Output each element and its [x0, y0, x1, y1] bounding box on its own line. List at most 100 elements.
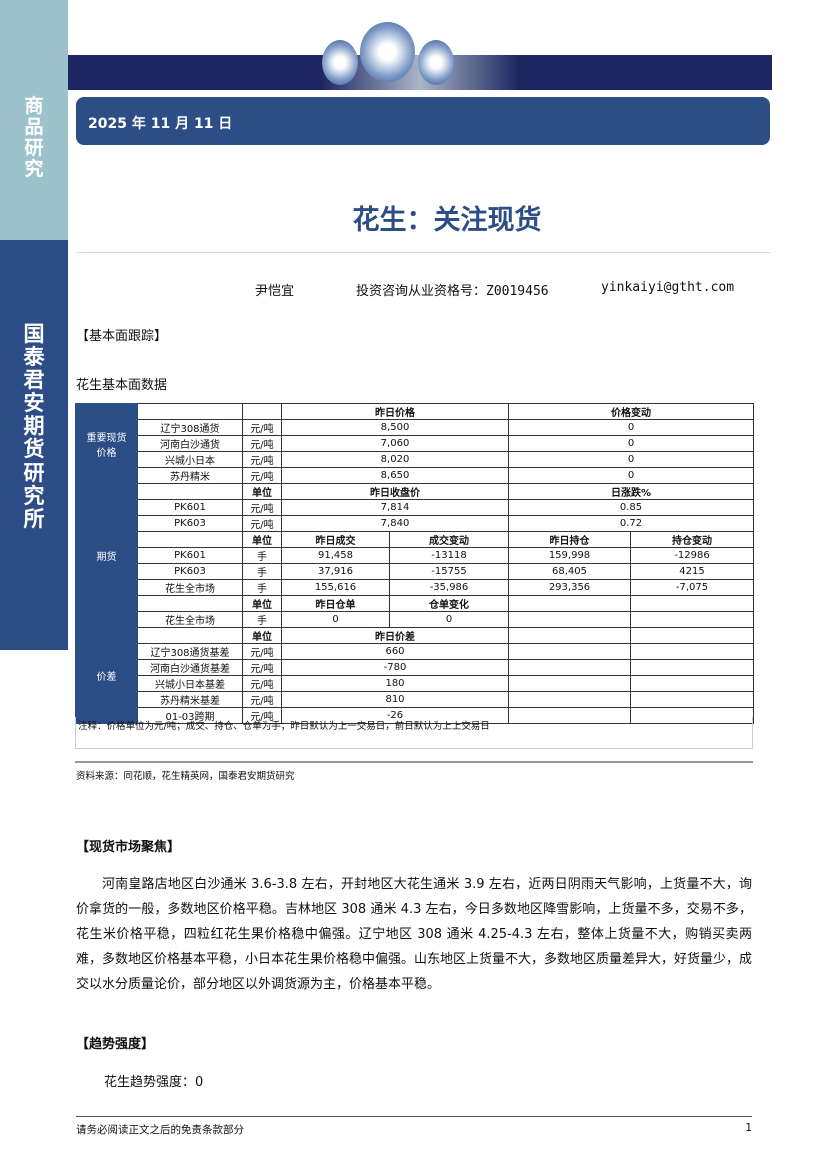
table-cell: 159,998 [508, 547, 631, 564]
table-cell [508, 643, 631, 660]
table-cell: 810 [281, 691, 509, 708]
table-cell: 元/吨 [242, 435, 282, 452]
table-cell: 68,405 [508, 563, 631, 580]
table-cell: 元/吨 [242, 451, 282, 468]
table-cell: 0.85 [508, 499, 754, 516]
table-header-cell: 单位 [242, 595, 282, 612]
table-cell: 7,814 [281, 499, 509, 516]
table-cell: 辽宁308通货 [137, 419, 243, 436]
table-cell: 元/吨 [242, 499, 282, 516]
table-cell [630, 691, 754, 708]
table-row: 花生全市场手 0 0 [76, 611, 754, 628]
sidebar-char: 研 [23, 459, 45, 485]
table-row: 兴城小日本 元/吨 8,020 0 [76, 451, 754, 468]
table-row: PK603 元/吨 7,840 0.72 [76, 515, 754, 532]
fundamentals-table: 重要现货价格 昨日价格 价格变动 辽宁308通货 元/吨 8,500 0 河南白沙通货 元/吨 7… [75, 403, 754, 724]
table-header-cell: 昨日持仓 [508, 531, 631, 548]
table-cell: 花生全市场 [137, 579, 243, 596]
sidebar-char: 究 [24, 157, 44, 180]
table-cell [630, 659, 754, 676]
table-cell: -13118 [389, 547, 509, 564]
table-cell [630, 707, 754, 724]
table-row: 辽宁308通货 元/吨 8,500 0 [76, 419, 754, 436]
table-cell: 91,458 [281, 547, 390, 564]
sidebar-char: 品 [24, 115, 44, 138]
table-cell: -35,986 [389, 579, 509, 596]
table-row: 01-03跨期 元/吨 -26 [76, 707, 754, 724]
table-header-cell: 仓单变化 [389, 595, 509, 612]
table-cell: 293,356 [508, 579, 631, 596]
table-cell: 元/吨 [242, 691, 282, 708]
table-cell: 7,840 [281, 515, 509, 532]
disclaimer-note: 请务必阅读正文之后的免责条款部分 [76, 1124, 244, 1136]
table-cell [242, 403, 282, 420]
table-cell: PK601 [137, 499, 243, 516]
table-cell: 0 [389, 611, 509, 628]
table-cell: -7,075 [630, 579, 754, 596]
divider [75, 761, 753, 763]
sidebar-char: 君 [23, 367, 45, 393]
table-cell: 4215 [630, 563, 754, 580]
author-email[interactable]: yinkaiyi@gtht.com [601, 280, 735, 295]
table-cell: 660 [281, 643, 509, 660]
table-cell: 元/吨 [242, 515, 282, 532]
table-cell: 0 [508, 435, 754, 452]
table-cell: 01-03跨期 [137, 707, 243, 724]
sidebar-char: 期 [23, 413, 45, 439]
footer: 请务必阅读正文之后的免责条款部分 1 [76, 1116, 752, 1137]
table-header-cell: 单位 [242, 483, 282, 500]
sidebar-char: 究 [23, 482, 45, 508]
table-cell [137, 595, 243, 612]
table-row: PK601 元/吨 7,814 0.85 [76, 499, 754, 516]
table-row: 单位 昨日成交 成交变动 昨日持仓 持仓变动 [76, 531, 754, 548]
table-cell [630, 675, 754, 692]
sidebar-char: 泰 [23, 344, 45, 370]
table-cell: 苏丹精米基差 [137, 691, 243, 708]
table-cell: 0 [508, 451, 754, 468]
table-cell: PK603 [137, 515, 243, 532]
table-header-cell: 昨日收盘价 [281, 483, 509, 500]
table-cell: 180 [281, 675, 509, 692]
table-cell [508, 675, 631, 692]
spot-market-paragraph: 河南皇路店地区白沙通米 3.6-3.8 左右，开封地区大花生通米 3.9 左右，… [76, 877, 753, 992]
data-source: 资料来源：同花顺，花生精英网，国泰君安期货研究 [76, 771, 295, 782]
table-header-cell: 昨日仓单 [281, 595, 390, 612]
trend-strength: 花生趋势强度：0 [104, 1075, 204, 1090]
table-cell [137, 483, 243, 500]
section-heading-spot-market: 【现货市场聚焦】 [76, 840, 181, 855]
section-heading-fundamentals: 【基本面跟踪】 [76, 329, 168, 344]
table-cell: PK601 [137, 547, 243, 564]
table-row: 花生全市场手 155,616 -35,986 293,356 -7,075 [76, 579, 754, 596]
table-cell [137, 403, 243, 420]
sidebar-char: 研 [24, 136, 44, 159]
table-row: 河南白沙通货 元/吨 7,060 0 [76, 435, 754, 452]
table-cell: -780 [281, 659, 509, 676]
table-cell: PK603 [137, 563, 243, 580]
table-cell: 0 [508, 467, 754, 484]
table-header-cell: 昨日成交 [281, 531, 390, 548]
table-cell: 37,916 [281, 563, 390, 580]
diamond-logo-icon [360, 22, 415, 82]
table-header-cell: 日涨跌% [508, 483, 754, 500]
table-cell: 8,500 [281, 419, 509, 436]
table-note: 注释：价格单位为元/吨；成交、持仓、仓单为手；昨日默认为上一交易日，前日默认为上… [75, 717, 753, 749]
table-cell: 手 [242, 579, 282, 596]
table-row: PK603 手 37,916 -15755 68,405 4215 [76, 563, 754, 580]
table-cell: 兴城小日本基差 [137, 675, 243, 692]
table-row: 辽宁308通货基差 元/吨 660 [76, 643, 754, 660]
table-cell: 河南白沙通货基差 [137, 659, 243, 676]
row-group-label: 价差 [75, 627, 138, 724]
row-group-label: 重要现货价格 [75, 403, 138, 484]
table-cell: 手 [242, 611, 282, 628]
table-header-cell: 价格变动 [508, 403, 754, 420]
table-cell [508, 659, 631, 676]
sidebar-label-commodity-research: 商品研究 [0, 96, 68, 180]
sidebar-char: 安 [23, 390, 45, 416]
table-cell [508, 627, 631, 644]
table-cell: 河南白沙通货 [137, 435, 243, 452]
diamond-logo-icon [418, 40, 454, 85]
sidebar-char: 货 [23, 436, 45, 462]
divider [76, 252, 770, 253]
table-cell: 花生全市场 [137, 611, 243, 628]
table-header-cell: 持仓变动 [630, 531, 754, 548]
